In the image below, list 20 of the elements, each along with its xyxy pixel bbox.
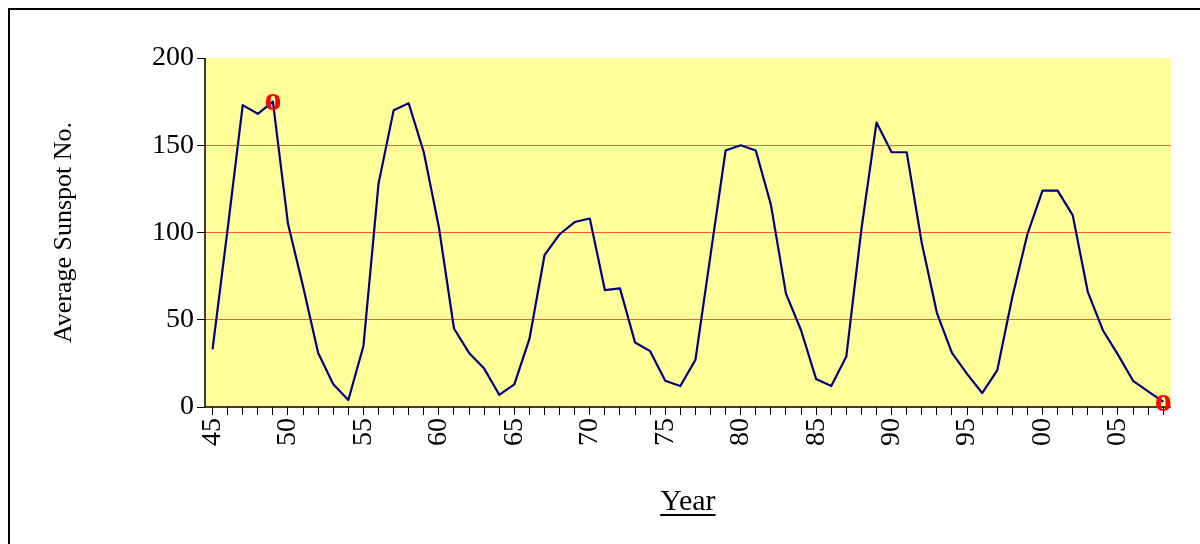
x-tick-label: 65: [496, 418, 528, 446]
y-tick-label: 0: [180, 389, 194, 421]
y-tick-label: 100: [152, 214, 194, 246]
x-tick-label: 00: [1024, 418, 1056, 446]
y-tick-label: 150: [152, 127, 194, 159]
y-tick-label: 50: [166, 302, 194, 334]
x-tick-label: 90: [873, 418, 905, 446]
x-tick-label: 05: [1100, 418, 1132, 446]
x-tick-label: 55: [345, 418, 377, 446]
x-axis-title: Year: [660, 483, 716, 516]
x-tick-label: 70: [572, 418, 604, 446]
x-tick-label: 80: [723, 418, 755, 446]
y-tick-label: 200: [152, 40, 194, 72]
x-tick-label: 85: [798, 418, 830, 446]
x-tick-label: 60: [421, 418, 453, 446]
x-tick-label: 75: [647, 418, 679, 446]
y-axis-title: Average Sunspot No.: [47, 121, 77, 344]
x-tick-label: 95: [949, 418, 981, 446]
x-tick-label: 50: [270, 418, 302, 446]
x-tick-label: 45: [194, 418, 226, 446]
